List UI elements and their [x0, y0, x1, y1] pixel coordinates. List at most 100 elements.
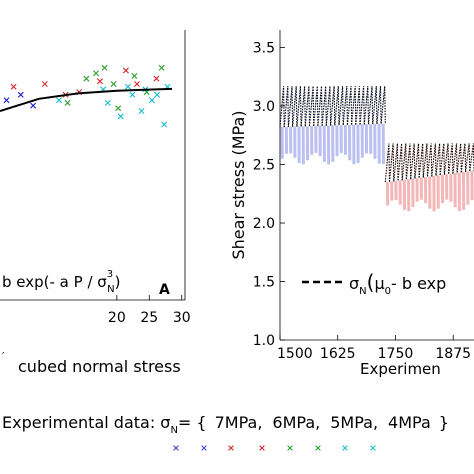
right-cycle-tint-0-17	[351, 88, 356, 119]
left-point-s4-1	[122, 67, 129, 74]
right-cycle-tint-1-5	[406, 145, 411, 174]
left-point-s2-3	[101, 64, 108, 71]
left-x-axis-label: cubed normal stress	[18, 357, 181, 376]
right-cycle-0-12	[330, 86, 336, 126]
right-cycle-tint-0-14	[339, 88, 343, 120]
right-cycle-0-10	[321, 86, 327, 126]
left-fit-label-prefix: b exp(- a P / σ3 N)	[2, 269, 121, 295]
right-cycle-0-13	[334, 86, 340, 126]
left-x-tick-label-20: 20	[108, 310, 126, 326]
right-cycle-tint-0-20	[364, 88, 369, 119]
right-cycle-tint-1-0	[385, 145, 390, 177]
right-cycle-0-21	[367, 86, 374, 125]
right-cycle-tint-1-19	[465, 145, 470, 166]
right-cycle-tint-0-1	[284, 88, 289, 122]
right-legend-label: σN(μ0- b exp	[349, 270, 446, 297]
right-cycle-0-23	[376, 86, 382, 124]
left-point-s4-2	[133, 81, 140, 87]
right-panel-shear: 1.0 1.5 2.0 2.5 3.0 3.5 1500 1625 1750 1875 Shea…	[229, 30, 474, 378]
right-cycle-tint-0-12	[330, 88, 335, 120]
right-cycle-0-14	[338, 86, 344, 126]
right-cycle-tint-1-8	[419, 145, 423, 172]
right-cycle-1-2	[393, 143, 399, 182]
right-cycle-tint-0-22	[373, 88, 377, 119]
left-point-s4-3	[153, 75, 160, 82]
right-cycle-1-7	[414, 143, 420, 179]
left-point-s2-6	[131, 72, 138, 79]
right-cycle-tint-1-17	[457, 145, 461, 167]
left-point-s0-1	[17, 91, 24, 98]
legend-marker-1	[201, 445, 207, 451]
left-point-s3-5	[129, 91, 136, 98]
legend-equals: = {	[178, 413, 207, 432]
right-cycle-0-15	[342, 86, 348, 126]
right-x-tick-label-1750: 1750	[378, 346, 414, 362]
legend-entry-4: 4MPa	[388, 413, 431, 432]
left-fit-label-sub: N	[107, 284, 114, 295]
legend-marker-0	[173, 445, 179, 451]
right-y-tick-label-0: 1.0	[253, 333, 275, 349]
right-y-tick-label-5: 3.5	[253, 41, 275, 57]
right-cycle-tint-0-3	[292, 88, 297, 121]
left-point-s3-0	[56, 97, 63, 104]
right-cycle-tint-0-13	[335, 88, 339, 120]
right-cycle-0-19	[359, 86, 365, 125]
right-cycle-1-0	[384, 143, 391, 183]
right-y-ticks: 1.0 1.5 2.0 2.5 3.0 3.5	[253, 41, 285, 349]
left-panel-fit: 20 25 30 b exp(- a P / σ3 N) A cubed normal…	[0, 30, 191, 376]
right-cycle-0-20	[363, 86, 370, 125]
right-cycle-0-18	[355, 86, 361, 125]
right-cycle-tint-1-9	[423, 145, 428, 172]
right-cycle-1-5	[405, 143, 412, 180]
legend-text: Experimental data: σN= {7MPa, 6MPa, 5MPa, 4…	[2, 413, 449, 436]
panel-letter-a: A	[159, 282, 170, 298]
legend-markers	[173, 445, 376, 451]
legend-marker-5	[315, 445, 321, 451]
right-legend-mu-sub: 0	[385, 286, 391, 297]
experimental-data-legend: Experimental data: σN= {7MPa, 6MPa, 5MPa, 4…	[2, 413, 449, 451]
right-x-tick-label-1875: 1875	[435, 346, 471, 362]
left-x-axis-label-fragment: ′	[2, 350, 5, 363]
legend-entry-1: 7MPa,	[215, 413, 263, 432]
right-cycle-tint-0-8	[314, 88, 318, 121]
right-x-axis-label: Experimen	[360, 360, 441, 378]
left-fit-label-sup: 3	[107, 269, 113, 280]
left-point-s2-1	[83, 75, 90, 82]
left-point-s3-2	[104, 99, 111, 106]
right-x-tick-label-1625: 1625	[320, 346, 356, 362]
left-x-tick-label-30: 30	[173, 310, 191, 326]
legend-marker-6	[342, 445, 348, 451]
left-point-s3-9	[154, 91, 161, 98]
right-y-tick-label-3: 2.5	[253, 158, 275, 174]
left-x-ticks: 20 25 30	[108, 295, 191, 326]
legend-sigma: σ	[160, 413, 170, 432]
left-point-s2-5	[115, 105, 122, 112]
right-x-tick-label-1500: 1500	[277, 346, 313, 362]
right-cycle-tint-0-18	[356, 88, 360, 119]
right-cycle-tint-1-1	[389, 145, 394, 176]
right-cycle-tint-0-6	[305, 88, 310, 121]
right-series-6MPa	[384, 143, 474, 212]
right-cycle-tint-0-16	[347, 88, 352, 120]
right-x-ticks: 1500 1625 1750 1875	[277, 335, 471, 362]
right-cycle-tint-0-2	[288, 88, 293, 122]
right-legend-sub: N	[359, 286, 366, 297]
right-data-marks	[279, 86, 474, 212]
right-cycle-tint-0-7	[309, 88, 314, 121]
right-cycle-tint-0-0	[280, 88, 284, 122]
left-point-s2-4	[110, 81, 117, 87]
right-cycle-tint-1-7	[415, 145, 419, 173]
right-cycle-1-14	[443, 143, 450, 175]
left-point-s2-0	[64, 99, 71, 106]
left-point-s0-2	[30, 102, 37, 109]
right-cycle-tint-0-9	[318, 88, 322, 121]
right-cycle-tint-1-16	[453, 145, 457, 168]
legend-close: }	[439, 413, 449, 432]
right-cycle-tint-1-11	[432, 145, 436, 171]
right-cycle-tint-0-23	[377, 88, 381, 119]
left-point-s1-0	[10, 83, 17, 90]
right-cycle-tint-1-18	[461, 145, 466, 167]
right-cycle-tint-1-10	[427, 145, 432, 171]
right-y-axis-label: Shear stress (MPa)	[229, 110, 248, 259]
